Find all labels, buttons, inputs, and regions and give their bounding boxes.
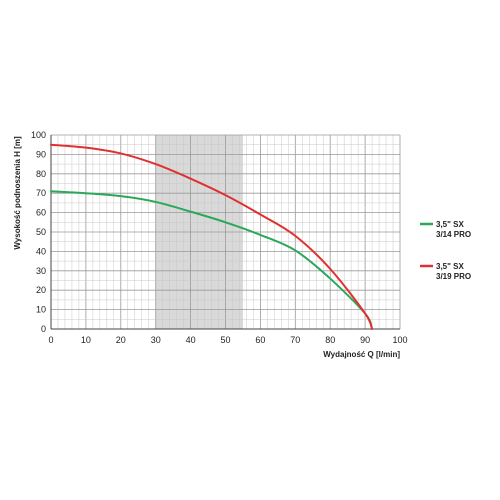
x-tick-label: 80 <box>325 335 335 345</box>
x-tick-label: 0 <box>48 335 53 345</box>
y-tick-label: 30 <box>36 266 46 276</box>
x-tick-label: 70 <box>290 335 300 345</box>
legend-label-line: 3/14 PRO <box>436 230 471 239</box>
y-tick-label: 10 <box>36 305 46 315</box>
series-layer <box>50 143 374 330</box>
legend-label-line: 3,5" SX <box>436 262 464 271</box>
grid-layer <box>50 134 401 330</box>
x-tick-label: 60 <box>255 335 265 345</box>
series-line-2 <box>50 143 374 330</box>
y-tick-label: 50 <box>36 227 46 237</box>
y-tick-label: 80 <box>36 169 46 179</box>
x-tick-label: 90 <box>360 335 370 345</box>
legend-label-line: 3/19 PRO <box>436 272 471 281</box>
y-tick-label: 100 <box>31 130 46 140</box>
tick-labels-layer: 0 10 20 30 40 50 60 70 80 90 100 0 10 20 30 40 50 60 70 80 9… <box>31 130 408 345</box>
y-tick-label: 0 <box>41 324 46 334</box>
y-tick-label: 20 <box>36 285 46 295</box>
y-tick-label: 90 <box>36 149 46 159</box>
legend-label-line: 3,5" SX <box>436 220 464 229</box>
legend-label-1: 3,5" SX 3/14 PRO <box>436 220 471 239</box>
y-axis-title: Wysokość podnoszenia H [m] <box>13 136 22 250</box>
x-tick-label: 100 <box>392 335 407 345</box>
x-axis-title: Wydajność Q [l/min] <box>323 350 400 359</box>
y-tick-label: 70 <box>36 188 46 198</box>
y-tick-label: 40 <box>36 246 46 256</box>
series-line-1 <box>50 190 374 330</box>
y-tick-label: 60 <box>36 208 46 218</box>
axes-layer <box>50 135 400 330</box>
x-tick-label: 40 <box>186 335 196 345</box>
x-tick-label: 30 <box>151 335 161 345</box>
legend-label-2: 3,5" SX 3/19 PRO <box>436 262 471 281</box>
x-tick-label: 20 <box>116 335 126 345</box>
x-tick-label: 50 <box>220 335 230 345</box>
x-tick-label: 10 <box>81 335 91 345</box>
